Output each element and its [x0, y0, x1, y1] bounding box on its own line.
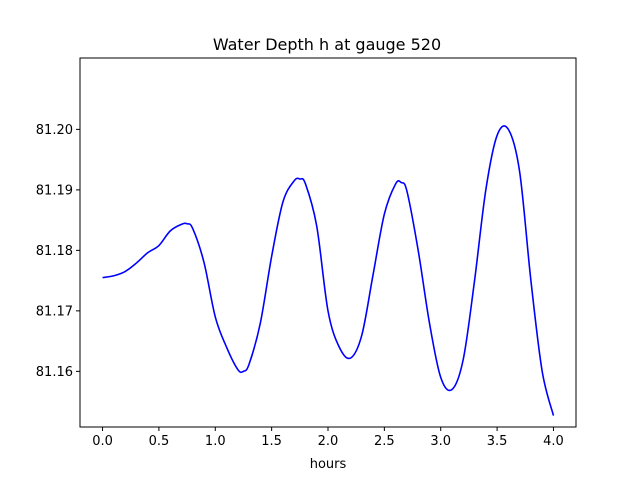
x-tick-label: 2.5	[374, 434, 395, 449]
y-tick-label: 81.18	[36, 244, 73, 259]
y-tick-label: 81.17	[36, 304, 73, 319]
y-tick-label: 81.20	[36, 123, 73, 138]
x-axis-label: hours	[310, 457, 347, 472]
chart-title: Water Depth h at gauge 520	[213, 35, 441, 54]
y-tick-label: 81.19	[36, 183, 73, 198]
x-tick-label: 3.5	[487, 434, 508, 449]
x-tick-label: 4.0	[543, 434, 564, 449]
x-tick-label: 0.5	[149, 434, 170, 449]
plot-area-frame	[79, 57, 577, 428]
x-axis-ticks: 0.0 0.5 1.0 1.5 2.0 2.5 3.0 3.5 4.0	[92, 427, 564, 449]
series-line	[102, 125, 555, 416]
x-tick-label: 1.5	[261, 434, 282, 449]
series-layer	[102, 125, 555, 416]
y-tick-label: 81.16	[36, 365, 73, 380]
x-tick-label: 2.0	[318, 434, 339, 449]
x-tick-label: 0.0	[92, 434, 113, 449]
x-tick-label: 1.0	[205, 434, 226, 449]
y-axis-ticks: 81.16 81.17 81.18 81.19 81.20	[36, 123, 80, 380]
x-tick-label: 3.0	[430, 434, 451, 449]
